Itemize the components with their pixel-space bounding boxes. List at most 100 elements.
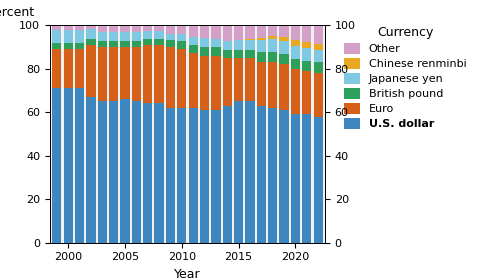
Bar [212, 110, 220, 243]
Bar [143, 45, 152, 104]
Bar [188, 45, 198, 53]
Bar [188, 53, 198, 108]
Bar [246, 101, 254, 243]
Bar [234, 101, 243, 243]
Bar [256, 106, 266, 243]
Bar [200, 56, 209, 110]
Bar [120, 32, 130, 41]
Bar [75, 43, 84, 49]
Bar [177, 49, 186, 108]
Bar [98, 47, 107, 101]
Bar [280, 41, 289, 54]
Bar [302, 25, 312, 42]
Bar [154, 31, 164, 39]
Bar [222, 41, 232, 50]
Bar [234, 25, 243, 40]
Bar [188, 108, 198, 243]
Bar [75, 88, 84, 243]
Bar [64, 25, 73, 30]
Bar [291, 114, 300, 243]
Bar [291, 40, 300, 46]
Bar [200, 110, 209, 243]
Bar [132, 25, 141, 32]
Bar [280, 25, 289, 37]
Bar [52, 30, 62, 43]
Bar [188, 25, 198, 37]
Bar [256, 40, 266, 52]
Bar [268, 62, 278, 108]
Bar [177, 41, 186, 49]
Bar [52, 49, 62, 88]
Bar [109, 41, 118, 47]
Bar [120, 47, 130, 99]
Bar [86, 29, 96, 39]
Bar [314, 62, 323, 73]
Bar [268, 39, 278, 52]
Bar [234, 40, 243, 50]
Bar [109, 25, 118, 32]
Bar [222, 58, 232, 106]
Bar [75, 49, 84, 88]
Bar [314, 73, 323, 117]
Bar [302, 42, 312, 48]
Bar [177, 108, 186, 243]
Bar [314, 44, 323, 50]
Bar [52, 25, 62, 30]
Bar [98, 101, 107, 243]
Bar [256, 38, 266, 40]
Bar [200, 38, 209, 47]
Bar [291, 25, 300, 40]
Bar [291, 46, 300, 59]
Bar [132, 101, 141, 243]
Bar [143, 104, 152, 243]
Bar [177, 25, 186, 34]
Bar [234, 58, 243, 101]
Bar [291, 59, 300, 69]
Bar [109, 32, 118, 41]
Bar [154, 104, 164, 243]
Bar [166, 47, 175, 108]
Bar [246, 40, 254, 50]
Bar [166, 25, 175, 34]
Bar [109, 47, 118, 101]
Bar [86, 45, 96, 97]
Bar [314, 25, 323, 44]
Bar [109, 101, 118, 243]
Bar [98, 32, 107, 41]
Bar [222, 50, 232, 58]
Bar [120, 25, 130, 32]
Bar [132, 47, 141, 101]
Bar [280, 110, 289, 243]
Bar [154, 39, 164, 45]
Bar [166, 40, 175, 47]
Bar [120, 99, 130, 243]
Bar [86, 25, 96, 29]
Bar [302, 48, 312, 61]
Bar [154, 25, 164, 31]
Bar [75, 30, 84, 43]
Bar [132, 41, 141, 47]
Bar [154, 45, 164, 104]
Bar [212, 47, 220, 56]
Bar [268, 108, 278, 243]
Bar [64, 88, 73, 243]
Bar [188, 37, 198, 45]
Bar [280, 54, 289, 64]
Bar [132, 32, 141, 41]
Bar [222, 106, 232, 243]
Bar [98, 25, 107, 32]
Bar [268, 36, 278, 39]
Bar [212, 56, 220, 110]
Bar [302, 114, 312, 243]
Bar [143, 31, 152, 39]
Bar [222, 25, 232, 41]
Bar [64, 43, 73, 49]
Bar [280, 37, 289, 41]
Bar [302, 71, 312, 114]
Bar [268, 52, 278, 62]
Bar [212, 25, 220, 39]
Bar [314, 117, 323, 243]
Bar [280, 64, 289, 110]
Bar [166, 108, 175, 243]
Bar [166, 34, 175, 40]
